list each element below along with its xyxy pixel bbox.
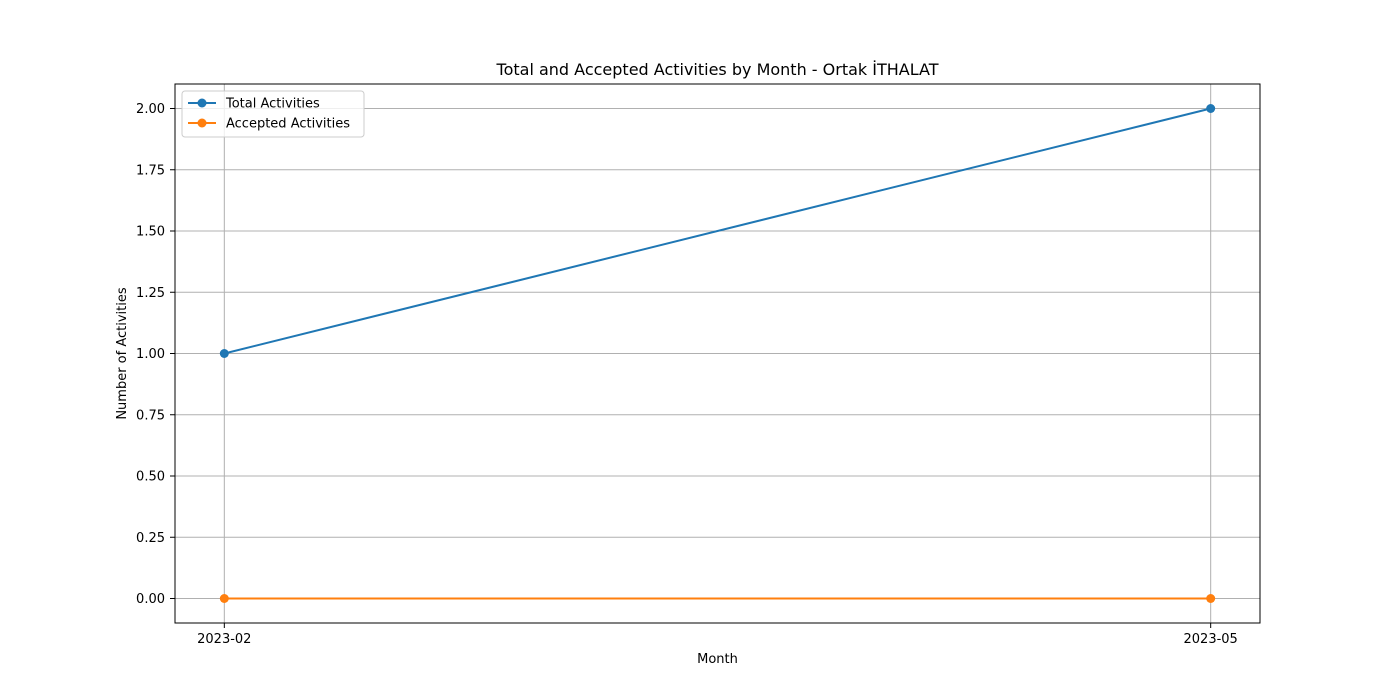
data-point <box>219 594 229 603</box>
data-point <box>1206 104 1216 113</box>
y-tick-label: 1.75 <box>136 163 165 178</box>
x-tick-label: 2023-02 <box>197 632 251 647</box>
legend-label: Total Activities <box>225 97 320 112</box>
y-tick-label: 1.25 <box>136 286 165 301</box>
legend-marker <box>197 98 207 108</box>
y-axis-label: Number of Activities <box>115 287 130 420</box>
y-tick-label: 0.50 <box>136 470 165 485</box>
data-point <box>1206 594 1216 603</box>
y-tick-label: 0.00 <box>136 592 165 607</box>
legend: Total Activities Accepted Activities <box>181 90 365 138</box>
y-tick-label: 0.25 <box>136 531 165 546</box>
chart-title: Total and Accepted Activities by Month -… <box>496 60 939 79</box>
y-tick-label: 1.50 <box>136 225 165 240</box>
y-tick-label: 0.75 <box>136 408 165 423</box>
y-tick-label: 1.00 <box>136 347 165 362</box>
series-layer <box>219 104 1216 603</box>
series-line-total-activities <box>224 107 1211 355</box>
x-axis-label: Month <box>697 652 738 667</box>
legend-label: Accepted Activities <box>226 117 350 132</box>
x-tick-label: 2023-05 <box>1184 632 1238 647</box>
legend-box <box>181 90 365 138</box>
y-tick-label: 2.00 <box>136 102 165 117</box>
data-point <box>219 349 229 358</box>
legend-marker <box>197 118 207 128</box>
axes: 0.00 0.25 0.50 0.75 1.00 1.25 1.50 1.75 2.00 2023… <box>136 102 1238 647</box>
